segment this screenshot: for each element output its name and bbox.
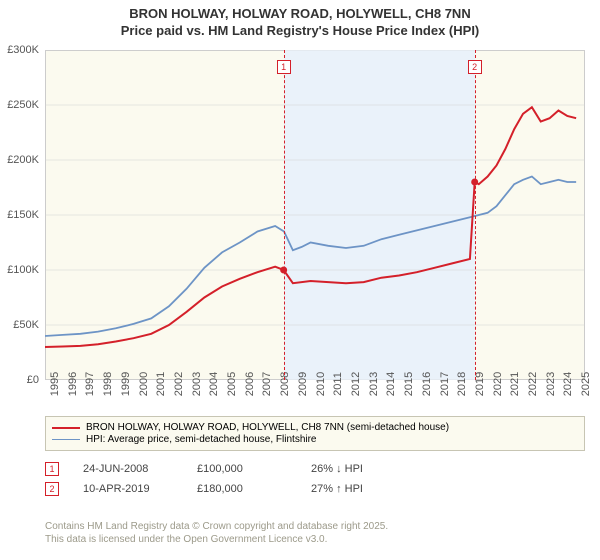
x-tick-label: 2020 [492,372,504,396]
data-point-delta: 27% ↑ HPI [311,483,401,495]
marker-label-box: 1 [277,60,291,74]
y-tick-label: £300K [7,44,39,56]
footer-line-1: Contains HM Land Registry data © Crown c… [45,520,388,533]
x-tick-label: 2009 [297,372,309,396]
chart-area: £0£50K£100K£150K£200K£250K£300K 19951996… [45,50,585,380]
x-tick-label: 2013 [368,372,380,396]
legend: BRON HOLWAY, HOLWAY ROAD, HOLYWELL, CH8 … [45,416,585,451]
x-tick-label: 1998 [102,372,114,396]
x-tick-label: 2004 [208,372,220,396]
y-tick-label: £200K [7,154,39,166]
x-tick-label: 1997 [84,372,96,396]
legend-swatch [52,439,80,441]
chart-container: BRON HOLWAY, HOLWAY ROAD, HOLYWELL, CH8 … [0,0,600,560]
x-tick-label: 2006 [244,372,256,396]
chart-lines-svg [45,50,585,380]
x-tick-label: 2014 [385,372,397,396]
footer-line-2: This data is licensed under the Open Gov… [45,533,388,546]
data-point-marker: 1 [45,462,59,476]
x-tick-label: 2016 [421,372,433,396]
x-tick-label: 2010 [315,372,327,396]
y-tick-label: £50K [13,319,39,331]
y-tick-label: £250K [7,99,39,111]
x-tick-label: 2012 [350,372,362,396]
data-point-marker: 2 [45,482,59,496]
marker-vline [284,50,285,380]
marker-label-box: 2 [468,60,482,74]
legend-row: BRON HOLWAY, HOLWAY ROAD, HOLYWELL, CH8 … [52,422,578,433]
x-tick-label: 2017 [439,372,451,396]
title-line-2: Price paid vs. HM Land Registry's House … [0,23,600,40]
legend-row: HPI: Average price, semi-detached house,… [52,434,578,445]
chart-title: BRON HOLWAY, HOLWAY ROAD, HOLYWELL, CH8 … [0,0,600,40]
marker-vline [475,50,476,380]
legend-label: BRON HOLWAY, HOLWAY ROAD, HOLYWELL, CH8 … [86,422,449,433]
data-point-date: 24-JUN-2008 [83,463,173,475]
x-tick-label: 2021 [509,372,521,396]
data-point-row: 1 24-JUN-2008 £100,000 26% ↓ HPI [45,462,401,476]
x-tick-label: 2025 [580,372,592,396]
data-point-table: 1 24-JUN-2008 £100,000 26% ↓ HPI 2 10-APR… [45,462,401,502]
x-tick-label: 2018 [456,372,468,396]
x-tick-label: 1995 [49,372,61,396]
legend-swatch [52,427,80,429]
x-tick-label: 2024 [562,372,574,396]
x-tick-label: 2005 [226,372,238,396]
x-tick-label: 2000 [138,372,150,396]
x-tick-label: 2007 [261,372,273,396]
x-tick-label: 2022 [527,372,539,396]
x-tick-label: 2001 [155,372,167,396]
legend-label: HPI: Average price, semi-detached house,… [86,434,317,445]
x-tick-label: 2003 [191,372,203,396]
x-tick-label: 2002 [173,372,185,396]
x-tick-label: 2023 [545,372,557,396]
x-tick-label: 2015 [403,372,415,396]
title-line-1: BRON HOLWAY, HOLWAY ROAD, HOLYWELL, CH8 … [0,6,600,23]
data-point-delta: 26% ↓ HPI [311,463,401,475]
x-tick-label: 2008 [279,372,291,396]
x-tick-label: 2011 [332,372,344,396]
data-point-price: £100,000 [197,463,287,475]
footer-attribution: Contains HM Land Registry data © Crown c… [45,520,388,546]
y-tick-label: £150K [7,209,39,221]
x-tick-label: 1996 [67,372,79,396]
data-point-date: 10-APR-2019 [83,483,173,495]
y-tick-label: £100K [7,264,39,276]
x-tick-label: 2019 [474,372,486,396]
data-point-row: 2 10-APR-2019 £180,000 27% ↑ HPI [45,482,401,496]
data-point-price: £180,000 [197,483,287,495]
y-tick-label: £0 [27,374,39,386]
x-tick-label: 1999 [120,372,132,396]
